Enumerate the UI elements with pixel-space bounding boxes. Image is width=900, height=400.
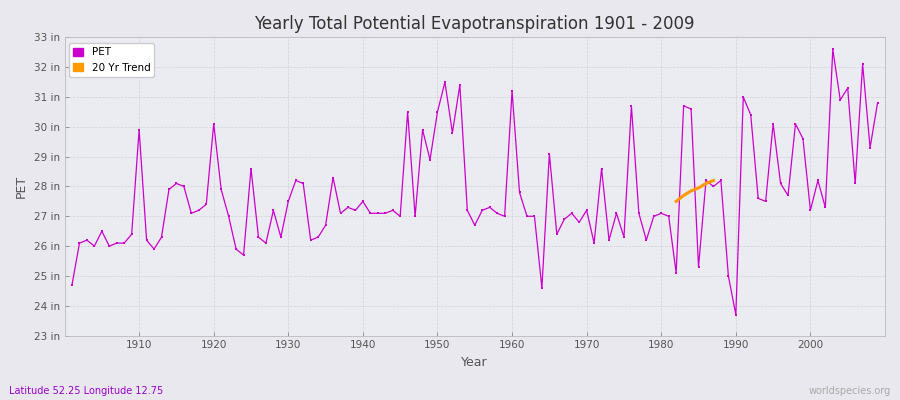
Text: worldspecies.org: worldspecies.org <box>809 386 891 396</box>
Title: Yearly Total Potential Evapotranspiration 1901 - 2009: Yearly Total Potential Evapotranspiratio… <box>255 15 695 33</box>
Legend: PET, 20 Yr Trend: PET, 20 Yr Trend <box>68 43 155 77</box>
X-axis label: Year: Year <box>462 356 488 369</box>
Y-axis label: PET: PET <box>15 175 28 198</box>
Text: Latitude 52.25 Longitude 12.75: Latitude 52.25 Longitude 12.75 <box>9 386 163 396</box>
